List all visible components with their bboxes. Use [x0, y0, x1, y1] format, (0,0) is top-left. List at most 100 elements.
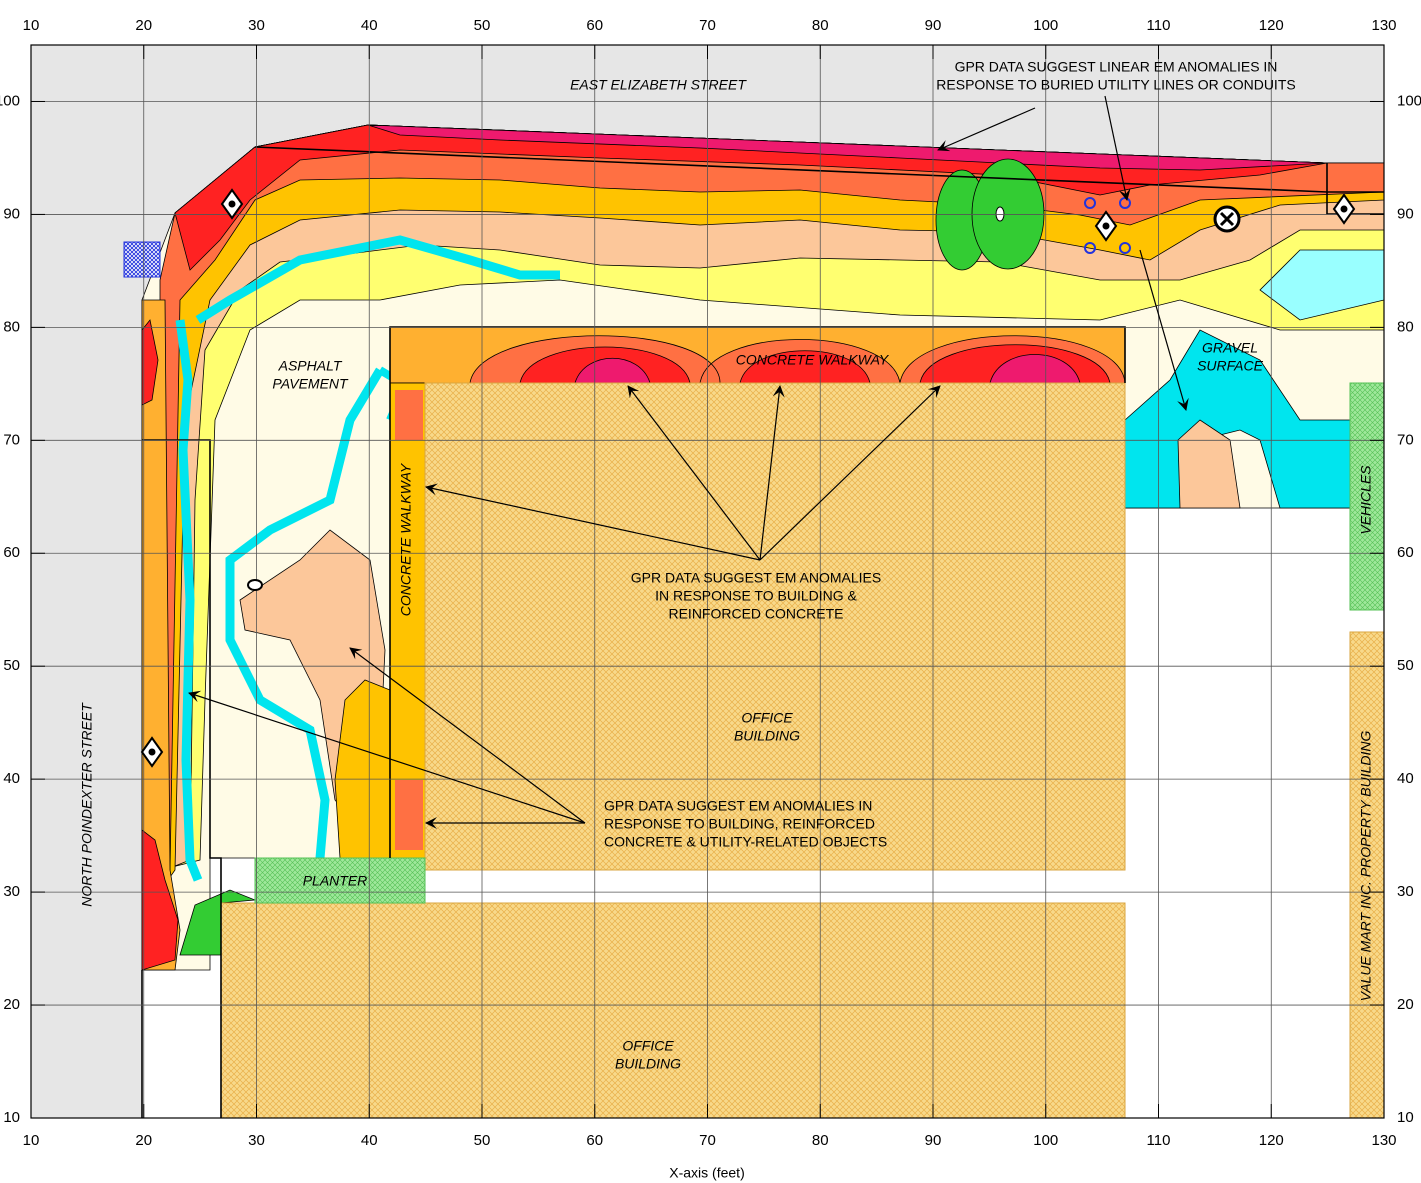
y-tick-label: 80 — [1397, 318, 1414, 335]
diamond-marker — [1094, 210, 1118, 242]
y-tick-label: 70 — [3, 431, 20, 448]
x-tick-label: 130 — [1371, 1132, 1396, 1149]
x-tick-label: 90 — [925, 1132, 942, 1149]
contour-band — [574, 354, 1081, 384]
anomaly — [971, 158, 1045, 270]
annotation: SURFACE — [1197, 358, 1264, 374]
arrow — [1139, 249, 1189, 411]
x-tick-label: 70 — [699, 17, 716, 34]
y-tick-label: 90 — [1397, 205, 1414, 222]
arrows — [188, 95, 1189, 829]
vehicles — [1349, 382, 1384, 611]
circled-x-marker — [1213, 205, 1241, 233]
arrow — [759, 385, 941, 561]
y-tick-label: 50 — [3, 657, 20, 674]
grid: 1010202030304040505060607070808090901001… — [0, 17, 1421, 1149]
annotation: IN RESPONSE TO BUILDING & — [655, 588, 857, 604]
y-tick-label: 20 — [1397, 996, 1414, 1013]
diamond-marker — [220, 188, 244, 220]
annotation: EAST ELIZABETH STREET — [570, 77, 747, 93]
contour-band — [395, 390, 423, 440]
x-tick-label: 10 — [23, 1132, 40, 1149]
y-tick-label: 80 — [3, 318, 20, 335]
y-tick-label: 60 — [1397, 544, 1414, 561]
x-tick-label: 50 — [474, 1132, 491, 1149]
x-tick-label: 120 — [1259, 17, 1284, 34]
y-tick-label: 50 — [1397, 657, 1414, 674]
contour-band — [195, 235, 560, 324]
plot-frame — [30, 44, 1385, 1119]
building — [424, 382, 1126, 871]
x-tick-label: 50 — [474, 17, 491, 34]
annotation: RESPONSE TO BUILDING, REINFORCED — [604, 816, 875, 832]
annotation: ASPHALT — [278, 358, 343, 374]
y-tick-label: 40 — [1397, 770, 1414, 787]
annotation: VALUE MART INC. PROPERTY BUILDING — [1358, 731, 1374, 1002]
planter — [254, 857, 426, 904]
annotation: NORTH POINDEXTER STREET — [79, 702, 95, 907]
x-tick-label: 90 — [925, 17, 942, 34]
contour-band — [1177, 419, 1241, 509]
annotation: OFFICE — [741, 710, 793, 726]
annotations: EAST ELIZABETH STREET GPR DATA SUGGEST L… — [79, 59, 1374, 1072]
building — [220, 902, 1126, 1118]
annotation: BUILDING — [734, 728, 800, 744]
contour-band — [141, 319, 159, 406]
annotation: CONCRETE WALKWAY — [398, 462, 414, 616]
x-tick-label: 100 — [1033, 17, 1058, 34]
contour-band — [141, 299, 181, 971]
annotation: REINFORCED CONCRETE — [668, 606, 843, 622]
y-tick-label: 90 — [3, 205, 20, 222]
annotation: GPR DATA SUGGEST EM ANOMALIES — [631, 570, 882, 586]
arrow — [937, 107, 1036, 152]
annotation: BUILDING — [615, 1056, 681, 1072]
contour-band — [395, 780, 423, 850]
x-tick-label: 100 — [1033, 1132, 1058, 1149]
y-tick-label: 20 — [3, 996, 20, 1013]
contour-band — [367, 124, 1328, 171]
y-tick-label: 60 — [3, 544, 20, 561]
annotation: PAVEMENT — [272, 376, 349, 392]
y-tick-label: 70 — [1397, 431, 1414, 448]
y-tick-label: 40 — [3, 770, 20, 787]
annotation: VEHICLES — [1358, 465, 1374, 535]
arrow — [1104, 95, 1131, 201]
annotation: GPR DATA SUGGEST EM ANOMALIES IN — [604, 798, 872, 814]
contour-band — [141, 829, 179, 971]
x-tick-label: 10 — [23, 17, 40, 34]
x-tick-label: 80 — [812, 1132, 829, 1149]
object — [123, 241, 161, 278]
x-tick-label: 130 — [1371, 17, 1396, 34]
annotation: OFFICE — [622, 1038, 674, 1054]
x-tick-label: 30 — [248, 17, 265, 34]
x-tick-label: 120 — [1259, 1132, 1284, 1149]
y-tick-label: 100 — [0, 92, 20, 109]
contour-band — [1259, 249, 1384, 321]
contour-band — [519, 344, 1111, 384]
y-tick-label: 10 — [1397, 1109, 1414, 1126]
y-tick-label: 10 — [3, 1109, 20, 1126]
annotation: GRAVEL — [1202, 340, 1258, 356]
markers — [140, 188, 1356, 768]
diamond-marker — [140, 736, 164, 768]
contour-band — [175, 319, 203, 882]
arrow — [759, 385, 785, 561]
property-building — [1349, 631, 1384, 1118]
arrow — [627, 385, 761, 561]
arrow — [349, 647, 586, 824]
x-tick-label: 60 — [586, 1132, 603, 1149]
x-tick-label: 110 — [1147, 17, 1171, 34]
x-tick-label: 40 — [361, 1132, 378, 1149]
x-tick-label: 80 — [812, 17, 829, 34]
y-tick-label: 30 — [1397, 883, 1414, 900]
x-tick-label: 70 — [699, 1132, 716, 1149]
x-tick-label: 60 — [586, 17, 603, 34]
x-tick-label: 20 — [135, 1132, 152, 1149]
annotation: CONCRETE WALKWAY — [736, 352, 890, 368]
arrow — [425, 483, 761, 561]
x-tick-label: 30 — [248, 1132, 265, 1149]
annotation: GPR DATA SUGGEST LINEAR EM ANOMALIES IN — [955, 59, 1278, 75]
x-tick-label: 40 — [361, 17, 378, 34]
